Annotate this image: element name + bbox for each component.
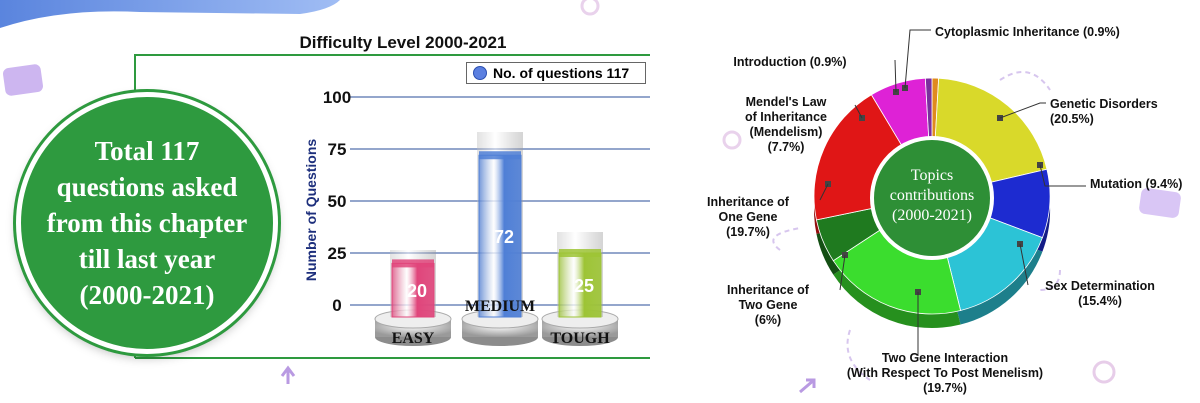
pie-slice-label: Sex Determination (15.4%) <box>1045 279 1155 308</box>
difficulty-bar-chart: Difficulty Level 2000-2021 0 25 50 75 100 Numb… <box>134 33 650 359</box>
y-tick-label: 25 <box>328 244 347 263</box>
bar-value-label: 25 <box>574 276 594 296</box>
x-category-label: MEDIUM <box>465 298 535 315</box>
callout-line <box>1019 243 1029 286</box>
y-tick-label: 75 <box>328 140 347 159</box>
callout-line <box>894 59 897 93</box>
y-tick-label: 50 <box>328 192 347 211</box>
top-wave-shape <box>0 0 340 28</box>
total-questions-badge: Total 117 questions asked from this chap… <box>16 92 278 354</box>
dashed-curve <box>999 71 1051 91</box>
y-tick-label: 0 <box>332 296 341 315</box>
pie-slice-label: Mutation (9.4%) <box>1090 177 1182 191</box>
pie-slice-label: Genetic Disorders (20.5%) <box>1050 97 1158 126</box>
dashed-curve <box>1039 269 1061 291</box>
bar-top-cap <box>479 151 521 160</box>
y-tick-label: 100 <box>323 88 351 107</box>
pie-slice-label: Inheritance of One Gene (19.7%) <box>707 195 790 239</box>
callout-line <box>1039 164 1086 187</box>
gear-icon <box>1092 360 1116 384</box>
badge-text: Total 117 questions asked from this chap… <box>46 136 248 310</box>
callout-line <box>999 102 1046 119</box>
bar-value-label: 72 <box>494 227 514 247</box>
arrow-icon <box>799 378 816 394</box>
callout-line <box>854 104 863 119</box>
bar-chart-legend: No. of questions 117 <box>466 62 646 84</box>
callout-line <box>819 183 829 201</box>
callout-line <box>904 29 931 89</box>
pie-slice-label: Introduction (0.9%) <box>733 55 846 69</box>
bar-top-cap <box>392 259 434 268</box>
pie-slice-label: Inheritance of Two Gene (6%) <box>727 283 810 327</box>
y-axis-label: Number of Questions <box>303 139 319 282</box>
bar-medium <box>478 154 522 318</box>
legend-label: No. of questions 117 <box>493 65 630 81</box>
callout-line <box>839 254 846 291</box>
chat-bubble-icon <box>3 64 43 96</box>
bar-value-label: 20 <box>407 281 427 301</box>
bar-tough <box>558 252 602 318</box>
pie-center-circle <box>870 136 994 260</box>
chat-bubble-icon <box>1139 188 1181 218</box>
pie-slice-label: Mendel's Law of Inheritance (Mendelism) (7.… <box>745 95 827 154</box>
x-category-label: TOUGH <box>550 330 610 347</box>
legend-dot-icon <box>473 66 487 80</box>
arrow-up-icon <box>280 365 296 384</box>
pie-center-label: Topics contributions (2000-2021) <box>890 167 974 224</box>
dashed-curve <box>772 227 801 251</box>
pie-slice-label: Cytoplasmic Inheritance (0.9%) <box>935 25 1120 39</box>
bar-top-cap <box>559 249 601 257</box>
bar-chart-title: Difficulty Level 2000-2021 <box>300 33 507 52</box>
gear-icon <box>580 0 600 16</box>
frame-line-top <box>134 54 650 92</box>
x-category-label: EASY <box>392 330 435 347</box>
pie-slice-label: Two Gene Interaction (With Respect To Pos… <box>847 351 1043 395</box>
dashed-curve <box>846 329 871 381</box>
gear-icon <box>722 130 742 150</box>
